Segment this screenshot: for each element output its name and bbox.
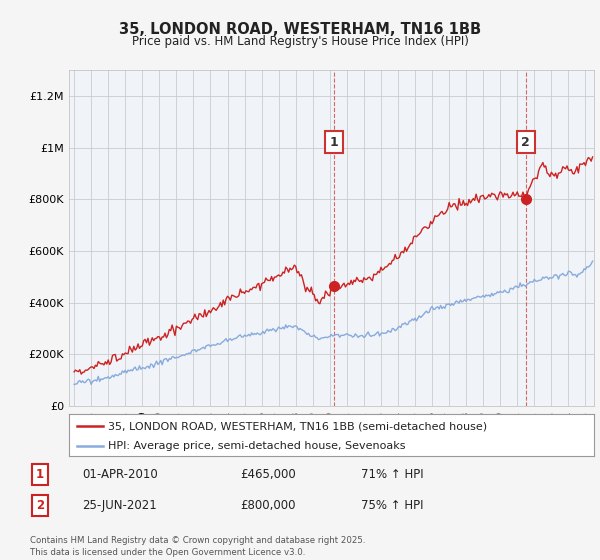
Text: 1: 1 <box>36 468 44 481</box>
Text: Contains HM Land Registry data © Crown copyright and database right 2025.
This d: Contains HM Land Registry data © Crown c… <box>30 536 365 557</box>
Text: HPI: Average price, semi-detached house, Sevenoaks: HPI: Average price, semi-detached house,… <box>109 441 406 451</box>
Text: 01-APR-2010: 01-APR-2010 <box>82 468 158 481</box>
Text: 2: 2 <box>36 499 44 512</box>
Text: 71% ↑ HPI: 71% ↑ HPI <box>361 468 424 481</box>
Text: 35, LONDON ROAD, WESTERHAM, TN16 1BB: 35, LONDON ROAD, WESTERHAM, TN16 1BB <box>119 22 481 38</box>
Text: £800,000: £800,000 <box>240 499 295 512</box>
Text: 35, LONDON ROAD, WESTERHAM, TN16 1BB (semi-detached house): 35, LONDON ROAD, WESTERHAM, TN16 1BB (se… <box>109 421 487 431</box>
Text: 1: 1 <box>329 136 338 149</box>
Text: Price paid vs. HM Land Registry's House Price Index (HPI): Price paid vs. HM Land Registry's House … <box>131 35 469 48</box>
Text: 75% ↑ HPI: 75% ↑ HPI <box>361 499 424 512</box>
Text: 25-JUN-2021: 25-JUN-2021 <box>82 499 157 512</box>
Text: 2: 2 <box>521 136 530 149</box>
Text: £465,000: £465,000 <box>240 468 296 481</box>
